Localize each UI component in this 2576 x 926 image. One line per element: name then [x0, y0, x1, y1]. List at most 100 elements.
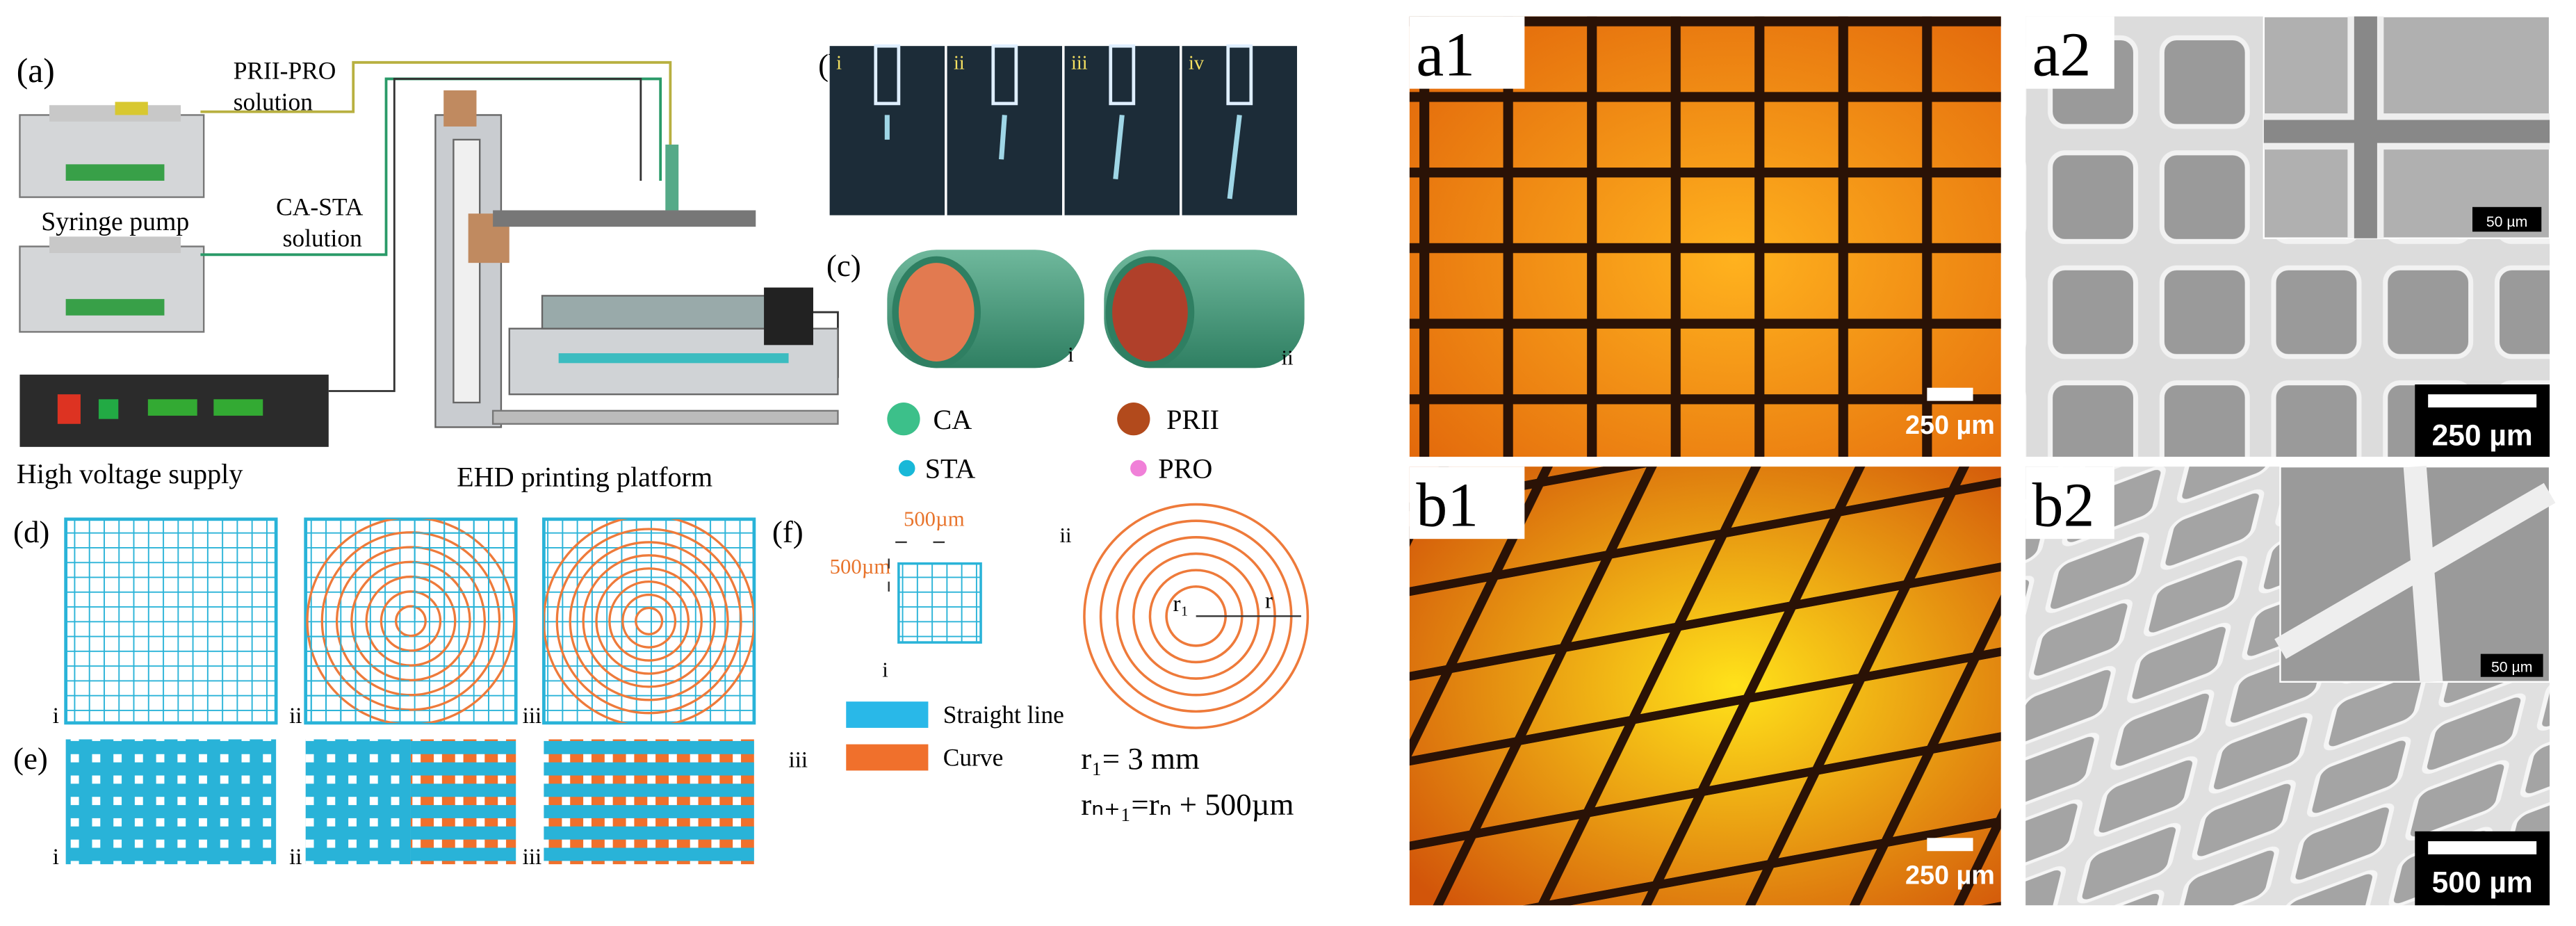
arc	[365, 575, 457, 667]
legend-label: PRO	[1158, 453, 1212, 485]
tubes	[200, 60, 839, 392]
scale-label: 250 µm	[1905, 411, 1995, 440]
panel-label: a2	[2032, 21, 2092, 90]
circle	[595, 567, 703, 675]
sub-label: iii	[789, 748, 808, 773]
arc	[380, 590, 442, 652]
rect	[453, 138, 481, 404]
jet	[1113, 115, 1125, 179]
rect	[443, 90, 477, 127]
rect	[65, 164, 165, 181]
needle	[1109, 44, 1136, 106]
scale-label: 250 µm	[2432, 419, 2533, 452]
panel-label: (f)	[772, 514, 804, 549]
caption: EHD printing platform	[457, 462, 712, 493]
panel-label: (d)	[13, 514, 49, 549]
hv-supply	[19, 374, 329, 447]
fiber-models	[887, 250, 1305, 368]
path	[200, 77, 662, 257]
scale-label: 50 µm	[2486, 213, 2528, 230]
micrograph	[1409, 15, 2556, 906]
rect	[491, 409, 839, 425]
path	[888, 541, 945, 592]
pattern-grids	[64, 517, 756, 725]
rect	[64, 517, 278, 725]
rect	[115, 101, 148, 115]
rect	[147, 399, 197, 416]
sub-label: ii	[289, 845, 302, 870]
needle	[1226, 44, 1253, 106]
rect	[19, 245, 205, 333]
arc	[306, 519, 516, 723]
dimension: 500µm	[904, 507, 965, 530]
scale-bar	[2428, 394, 2537, 408]
legend-swatch	[898, 460, 915, 477]
rect	[49, 236, 181, 253]
legend-label: STA	[925, 453, 976, 485]
ellipse	[892, 256, 981, 368]
rect	[65, 299, 165, 316]
legend-label: Straight line	[943, 701, 1064, 729]
arc	[320, 531, 501, 711]
legend-swatch	[1130, 460, 1147, 477]
panel-label: b1	[1416, 471, 1478, 539]
sub-label: ii	[1059, 523, 1071, 547]
path	[2263, 16, 2550, 238]
panel-label: (e)	[13, 741, 48, 776]
mask	[412, 521, 514, 619]
rect	[544, 739, 754, 865]
equation: r₁= 3 mm	[1081, 741, 1200, 776]
unit-grid	[897, 562, 982, 644]
path	[200, 60, 672, 181]
circle	[635, 606, 664, 635]
path	[328, 78, 642, 392]
path	[2274, 465, 2556, 683]
jet-photos: i ii iii iv	[829, 44, 1297, 216]
scale-label: 500 µm	[2432, 866, 2533, 899]
caption: PRII-PRO	[234, 56, 336, 84]
g	[544, 519, 754, 723]
rect	[665, 144, 679, 211]
filled-grids	[65, 739, 754, 865]
circle	[582, 554, 716, 688]
rect	[541, 295, 790, 330]
scale-label: 250 µm	[1905, 861, 1995, 890]
scale-bar	[2428, 841, 2537, 854]
needle	[991, 44, 1018, 106]
label-box	[2025, 466, 2114, 539]
rect	[98, 399, 119, 419]
caption: CA-STA	[276, 193, 364, 221]
circle	[621, 593, 677, 649]
panel-label: (c)	[826, 248, 861, 283]
dimension-arrows	[888, 541, 945, 592]
needle	[874, 44, 901, 106]
sub-label: i	[53, 704, 59, 729]
scale-bar	[1927, 838, 1973, 852]
radius-label: r₁	[1173, 592, 1189, 617]
circle	[569, 541, 729, 701]
syringe-pump	[19, 101, 205, 333]
arc	[350, 560, 471, 682]
label-box	[1409, 466, 1525, 539]
legend-swatch	[846, 744, 929, 771]
sub-label: i	[1068, 343, 1074, 366]
sub-label: i	[882, 658, 888, 682]
g	[306, 519, 516, 723]
label-box	[1409, 16, 1525, 89]
mask	[307, 622, 409, 722]
sub-label: ii	[1282, 346, 1294, 370]
label-box	[2472, 206, 2542, 232]
label-box	[2025, 16, 2114, 89]
circle	[1083, 503, 1310, 729]
circle	[608, 580, 690, 662]
panel-label: (a)	[17, 51, 55, 90]
legend-swatch	[846, 701, 929, 728]
legend-swatch	[1117, 403, 1150, 436]
sub-label: iii	[523, 704, 542, 729]
scale-bar	[1927, 387, 1973, 401]
rect	[57, 394, 81, 424]
rect	[542, 517, 756, 725]
rect	[493, 210, 756, 227]
rect	[305, 739, 411, 865]
